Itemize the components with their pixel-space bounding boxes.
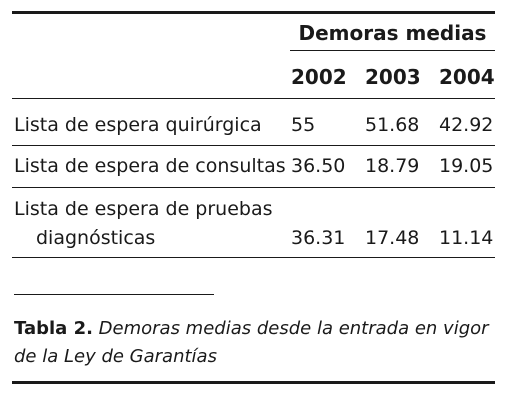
caption-separator [14,294,214,295]
table-cell: 42.92 [439,114,494,136]
table-cell: 36.31 [291,227,346,249]
row-label: Lista de espera de consultas [14,155,286,177]
year-header-2002: 2002 [291,65,347,89]
year-header-2004: 2004 [439,65,495,89]
column-group-header: Demoras medias [298,21,487,45]
row-label-line2: diagnósticas [36,227,156,249]
table-cell: 11.14 [439,227,494,249]
row-divider [12,187,495,188]
table-cell: 17.48 [365,227,420,249]
row-label: Lista de espera quirúrgica [14,114,262,136]
column-group-rule [290,50,495,51]
row-label-line1: Lista de espera de pruebas [14,198,273,220]
table-cell: 55 [291,114,316,136]
table-top-rule [12,11,495,14]
row-divider [12,145,495,146]
table-bottom-rule [12,257,495,258]
table-cell: 19.05 [439,155,494,177]
caption-line2: de la Ley de Garantías [14,346,217,367]
table-caption: Tabla 2. Demoras medias desde la entrada… [14,315,498,371]
year-header-2003: 2003 [365,65,421,89]
header-rule [12,98,495,99]
page-bottom-rule [12,381,495,384]
caption-label: Tabla 2. [14,318,93,339]
table-cell: 18.79 [365,155,420,177]
caption-line1: Demoras medias desde la entrada en vigor [98,318,489,339]
table-cell: 36.50 [291,155,346,177]
table-cell: 51.68 [365,114,420,136]
